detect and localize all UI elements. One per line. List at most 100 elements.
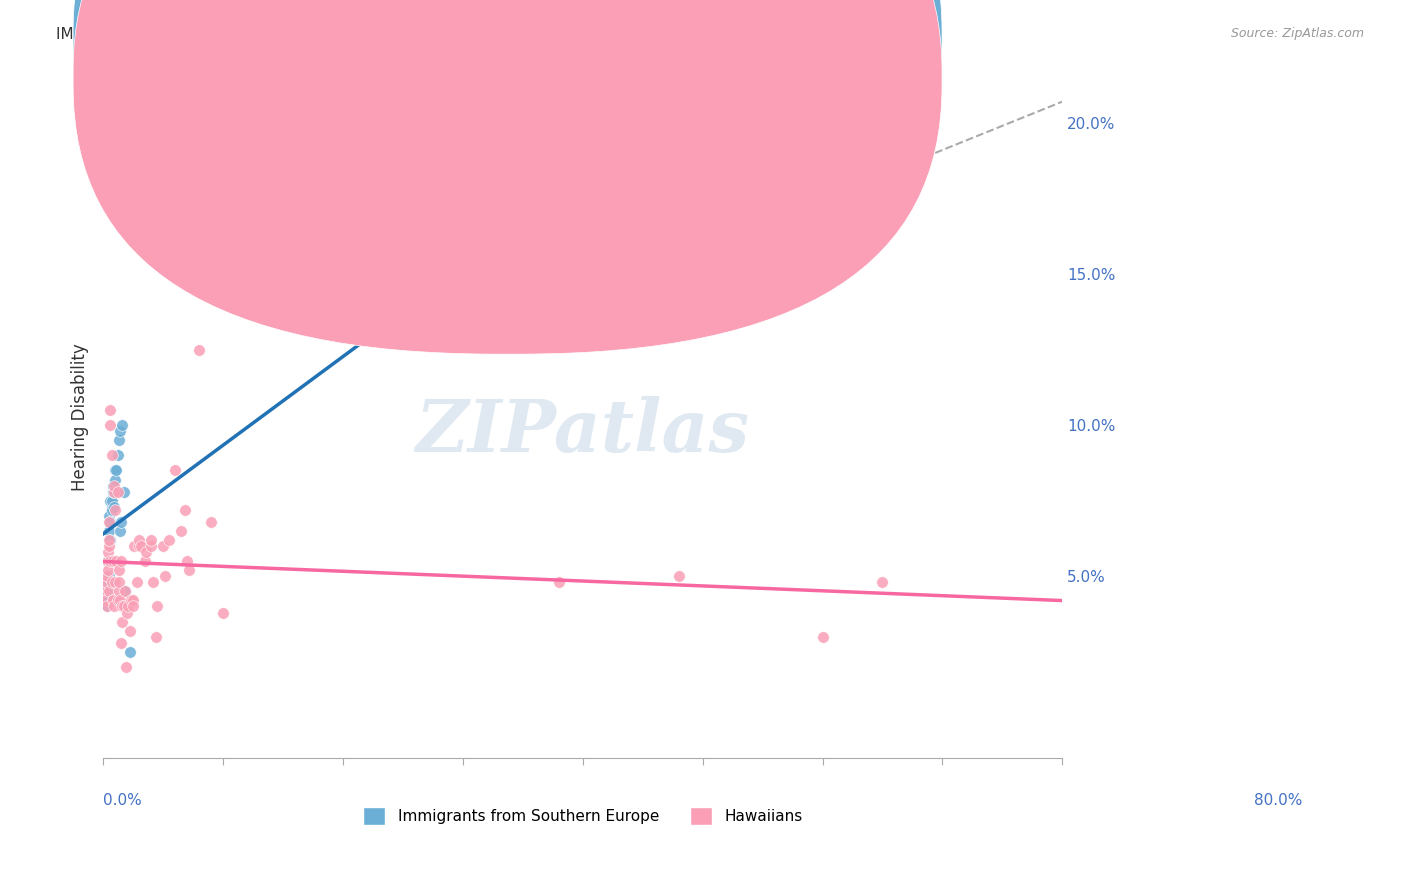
Point bbox=[110, 636, 132, 650]
Point bbox=[101, 593, 124, 607]
Point bbox=[100, 502, 122, 516]
Point bbox=[115, 606, 138, 620]
Point bbox=[100, 493, 122, 508]
Point bbox=[96, 599, 118, 614]
Point bbox=[103, 599, 125, 614]
Point bbox=[107, 484, 129, 499]
Point bbox=[176, 554, 198, 568]
Point bbox=[135, 545, 157, 559]
Point bbox=[668, 569, 690, 583]
Point bbox=[98, 403, 121, 417]
Point bbox=[110, 554, 132, 568]
Point bbox=[139, 533, 162, 547]
Point bbox=[170, 524, 193, 538]
Point bbox=[122, 599, 145, 614]
Point bbox=[97, 563, 120, 577]
Point bbox=[100, 448, 122, 462]
Point bbox=[97, 554, 120, 568]
Point bbox=[110, 515, 132, 529]
Text: Source: ZipAtlas.com: Source: ZipAtlas.com bbox=[1230, 27, 1364, 40]
Point bbox=[104, 463, 127, 477]
Point bbox=[134, 554, 156, 568]
Point bbox=[131, 539, 153, 553]
Point bbox=[100, 500, 122, 514]
Point bbox=[94, 593, 117, 607]
Point bbox=[547, 575, 569, 590]
Point bbox=[112, 599, 135, 614]
Text: 0.808: 0.808 bbox=[534, 31, 582, 45]
Point bbox=[103, 484, 125, 499]
Point bbox=[96, 599, 118, 614]
Point bbox=[139, 539, 162, 553]
Point bbox=[124, 539, 146, 553]
Text: ZIPatlas: ZIPatlas bbox=[416, 396, 749, 467]
Point bbox=[115, 599, 138, 614]
Point bbox=[97, 593, 120, 607]
Point bbox=[107, 448, 129, 462]
Point bbox=[94, 575, 117, 590]
Point bbox=[146, 599, 169, 614]
Point bbox=[811, 630, 834, 644]
Point bbox=[101, 593, 124, 607]
Point bbox=[98, 569, 121, 583]
Point bbox=[101, 478, 124, 492]
Point bbox=[93, 584, 115, 599]
Point bbox=[108, 424, 131, 438]
Point bbox=[499, 227, 522, 242]
Point bbox=[117, 599, 139, 614]
Point bbox=[111, 418, 134, 433]
Point bbox=[96, 569, 118, 583]
Point bbox=[111, 615, 134, 629]
Point bbox=[152, 539, 174, 553]
Text: R =: R = bbox=[464, 31, 492, 45]
Point bbox=[107, 563, 129, 577]
Point bbox=[98, 418, 121, 433]
Point bbox=[111, 599, 134, 614]
Point bbox=[115, 660, 138, 674]
Point bbox=[94, 584, 117, 599]
Point bbox=[103, 500, 125, 514]
Point bbox=[118, 645, 141, 659]
Text: IMMIGRANTS FROM SOUTHERN EUROPE VS HAWAIIAN HEARING DISABILITY CORRELATION CHART: IMMIGRANTS FROM SOUTHERN EUROPE VS HAWAI… bbox=[56, 27, 800, 42]
Point bbox=[107, 433, 129, 447]
Point bbox=[100, 575, 122, 590]
Text: R =: R = bbox=[464, 71, 492, 86]
Point bbox=[98, 533, 121, 547]
Point bbox=[98, 515, 121, 529]
Point bbox=[142, 575, 165, 590]
Point bbox=[97, 545, 120, 559]
Point bbox=[96, 554, 118, 568]
Point bbox=[101, 484, 124, 499]
Point bbox=[98, 508, 121, 523]
Text: N = 74: N = 74 bbox=[605, 71, 662, 86]
Point bbox=[98, 539, 121, 553]
Point bbox=[128, 539, 150, 553]
Point bbox=[145, 630, 167, 644]
Point bbox=[98, 584, 121, 599]
Point bbox=[105, 554, 128, 568]
Point bbox=[108, 524, 131, 538]
Point bbox=[104, 502, 127, 516]
Point bbox=[157, 533, 180, 547]
Point bbox=[212, 606, 235, 620]
Point bbox=[98, 524, 121, 538]
Y-axis label: Hearing Disability: Hearing Disability bbox=[72, 343, 89, 491]
Text: 80.0%: 80.0% bbox=[1254, 793, 1302, 808]
Point bbox=[114, 584, 136, 599]
Point bbox=[122, 593, 145, 607]
Text: N = 32: N = 32 bbox=[605, 31, 662, 45]
Point bbox=[112, 484, 135, 499]
Point bbox=[103, 478, 125, 492]
Point bbox=[128, 533, 150, 547]
Point bbox=[107, 584, 129, 599]
Point bbox=[107, 593, 129, 607]
Point bbox=[114, 584, 136, 599]
Point bbox=[98, 533, 121, 547]
Point bbox=[155, 569, 177, 583]
Point bbox=[105, 463, 128, 477]
Point bbox=[98, 493, 121, 508]
Point bbox=[125, 575, 148, 590]
Point bbox=[93, 593, 115, 607]
Point bbox=[107, 575, 129, 590]
Legend: Immigrants from Southern Europe, Hawaiians: Immigrants from Southern Europe, Hawaiia… bbox=[356, 801, 808, 831]
